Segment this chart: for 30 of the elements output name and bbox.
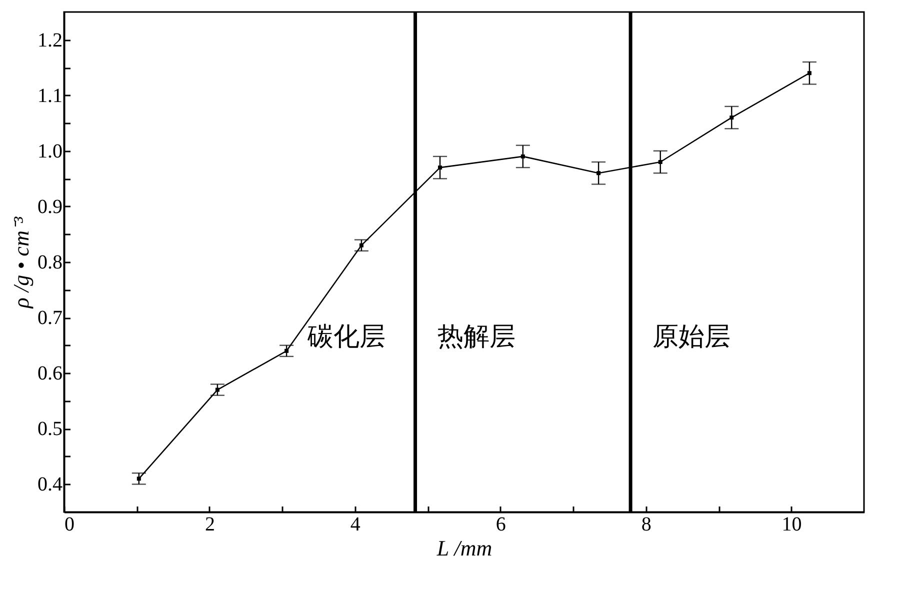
point bbox=[730, 116, 734, 120]
x-tick-label: 0 bbox=[64, 514, 74, 536]
point bbox=[136, 476, 141, 481]
y-tick-label: 0.7 bbox=[38, 307, 62, 330]
y-tick-label: 1.0 bbox=[38, 140, 62, 162]
point bbox=[596, 171, 601, 176]
point bbox=[658, 160, 662, 164]
y-tick-label: 0.9 bbox=[38, 196, 62, 218]
point bbox=[359, 243, 364, 248]
point bbox=[438, 166, 442, 170]
y-tick-label: 1.1 bbox=[38, 84, 62, 107]
y-tick-label: 0.6 bbox=[38, 362, 62, 385]
annotation: 热解层 bbox=[437, 322, 516, 352]
y-tick-label: 0.8 bbox=[38, 252, 62, 274]
annotation: 原始层 bbox=[652, 322, 731, 352]
x-tick-label: 4 bbox=[350, 514, 360, 536]
y-axis-title: ρ /g • cm⁻³ bbox=[8, 216, 34, 310]
y-tick-label: 0.5 bbox=[38, 418, 62, 440]
point bbox=[215, 388, 220, 392]
x-tick-label: 6 bbox=[496, 514, 506, 536]
y-tick-label: 1.2 bbox=[38, 29, 62, 52]
y-tick-label: 0.4 bbox=[38, 474, 62, 496]
x-axis-title: L /mm bbox=[436, 536, 492, 560]
point bbox=[284, 348, 289, 353]
point bbox=[520, 154, 525, 158]
x-tick-label: 8 bbox=[641, 514, 652, 536]
x-tick-label: 10 bbox=[782, 514, 802, 536]
point bbox=[807, 71, 812, 76]
annotation: 碳化层 bbox=[306, 322, 386, 352]
x-tick-label: 2 bbox=[204, 514, 215, 536]
